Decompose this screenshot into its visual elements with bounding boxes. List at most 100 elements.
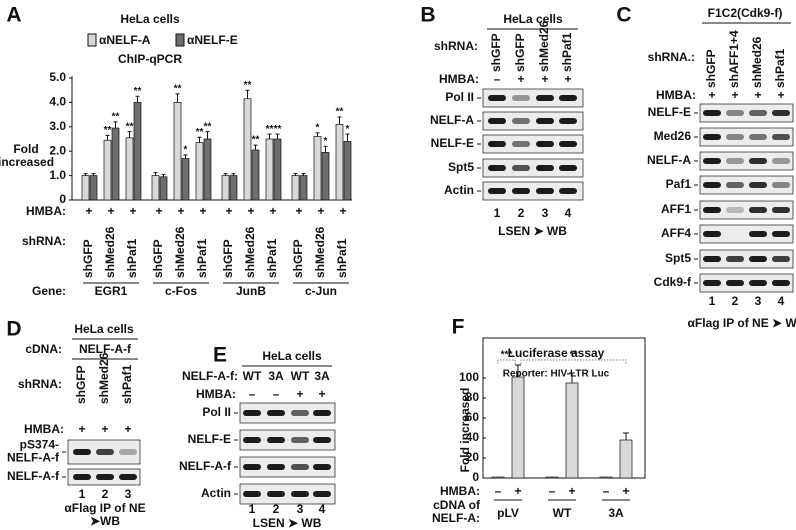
chart-title: HeLa cells: [120, 12, 180, 26]
lane-number: 1: [709, 294, 716, 308]
significance: **: [204, 121, 212, 132]
blot-band: [536, 118, 554, 124]
lane-number: 1: [79, 487, 86, 501]
lane-name: shPaf1: [773, 48, 787, 88]
row-label: pS374-: [20, 438, 59, 452]
blot-footer: LSEN ➤ WB: [498, 224, 567, 238]
group-name: pLV: [497, 506, 519, 520]
lane-number: 4: [778, 294, 785, 308]
error-bar: [515, 364, 521, 377]
blot-strip: [239, 483, 336, 505]
lane-number: 3: [755, 294, 762, 308]
bar: [243, 98, 252, 201]
legend-swatch: [175, 33, 185, 47]
x-tick-label: –: [495, 484, 502, 498]
row-label: Pol II: [202, 405, 231, 419]
bar: [343, 141, 352, 201]
legend-label: αNELF-A: [99, 33, 151, 47]
chart-subtitle: Reporter: HIV-LTR Luc: [503, 369, 610, 380]
blot-strip: [699, 224, 794, 244]
blot-band: [267, 491, 285, 497]
blot-band: [559, 141, 577, 147]
row-label: Actin: [201, 486, 231, 500]
blot-band: [559, 118, 577, 124]
y-tick-label: 3.0: [49, 119, 66, 133]
blot-band: [749, 134, 767, 140]
x-tick-label: shMed26: [313, 226, 327, 278]
row-label: Med26: [654, 129, 692, 143]
error-bar: [231, 173, 236, 176]
blot-strip: [482, 158, 584, 178]
group-label: cDNA of: [433, 498, 481, 512]
x-tick-label: shPaf1: [125, 238, 139, 278]
blot-band: [749, 280, 767, 286]
significance: **: [570, 350, 578, 361]
row-label: Spt5: [665, 251, 691, 265]
hmba-sign: +: [777, 88, 784, 102]
y-tick-label: 2.0: [49, 143, 66, 157]
lane-label: NELF-A-f:: [182, 369, 238, 383]
lane-name: shGFP: [489, 33, 503, 72]
significance: **: [266, 124, 274, 135]
blot-strip: [699, 127, 794, 147]
blot-band: [772, 110, 790, 116]
error-bar: [315, 132, 320, 137]
error-bar: [569, 372, 575, 383]
error-bar: [183, 154, 188, 159]
blot-band: [749, 256, 767, 262]
error-bar: [127, 131, 132, 138]
hmba-sign: +: [339, 204, 346, 218]
bar: [181, 158, 190, 201]
blot-band: [536, 165, 554, 171]
y-tick-label: 4.0: [49, 95, 66, 109]
group-label: Gene:: [32, 284, 66, 298]
bar: [565, 382, 579, 479]
panel-letter: D: [6, 318, 21, 341]
blot-footer: ➤WB: [90, 514, 120, 528]
x-tick-label: shGFP: [151, 239, 165, 278]
blot-band: [772, 182, 790, 188]
blot-title: HeLa cells: [262, 349, 322, 363]
blot-title: HeLa cells: [503, 12, 563, 26]
significance: *: [324, 136, 328, 147]
hmba-sign: –: [273, 387, 280, 401]
hmba-label: HMBA:: [196, 387, 236, 401]
bar: [103, 139, 112, 201]
row-label: Pol II: [445, 90, 474, 104]
bar: [221, 175, 230, 201]
x-tick-label: +: [622, 484, 629, 498]
lane-name: shMed26: [537, 20, 551, 72]
blot-band: [703, 256, 721, 262]
blot-band: [726, 280, 744, 286]
blot-band: [243, 410, 261, 416]
blot-band: [119, 474, 137, 480]
significance: **: [104, 125, 112, 136]
panel-letter: E: [213, 344, 227, 367]
error-bar: [175, 93, 180, 103]
x-tick-label: shGFP: [291, 239, 305, 278]
lane-name: shPaf1: [120, 364, 134, 404]
significance: **: [336, 107, 344, 118]
significance: **: [174, 84, 182, 95]
significance: *: [346, 124, 350, 135]
bar: [545, 476, 559, 479]
hmba-label: HMBA:: [26, 204, 66, 218]
hmba-label: HMBA:: [656, 88, 696, 102]
error-bar: [223, 173, 228, 176]
error-bar: [245, 89, 250, 99]
blot-strip: [699, 175, 794, 195]
blot-band: [291, 464, 309, 470]
bar: [335, 124, 344, 201]
blot-band: [488, 165, 506, 171]
lane-name: shPaf1: [560, 32, 574, 72]
bar: [251, 149, 260, 201]
hmba-sign: +: [517, 72, 524, 86]
group-name: EGR1: [95, 284, 128, 298]
blot-strip: [239, 429, 336, 451]
bar: [299, 175, 308, 201]
bar: [159, 176, 168, 201]
blot-footer: αFlag IP of NE ➤ WB: [688, 316, 796, 330]
blot-band: [313, 410, 331, 416]
error-bar: [293, 173, 298, 176]
lane-name: WT: [291, 369, 310, 383]
